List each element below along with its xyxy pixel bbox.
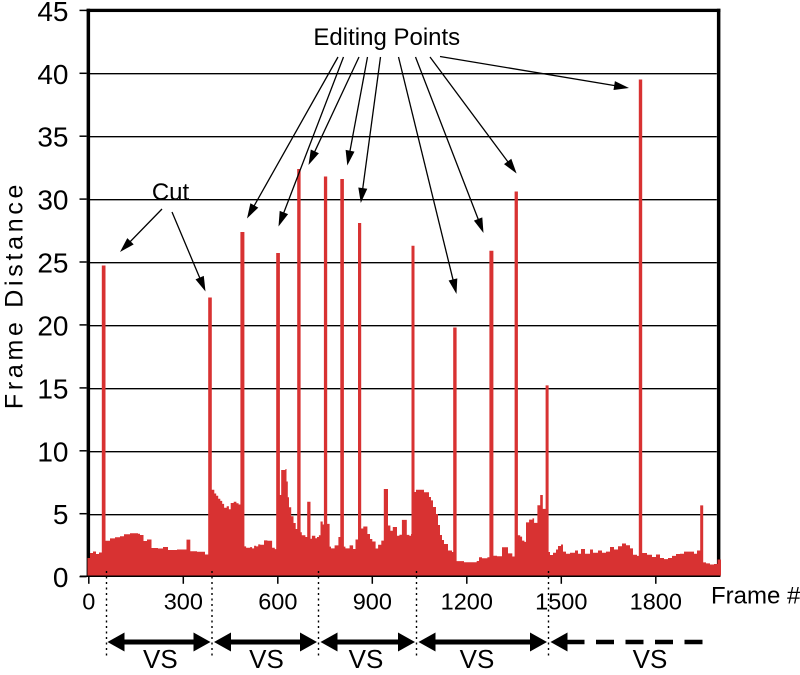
svg-text:0: 0: [82, 589, 95, 615]
svg-text:Frame #: Frame #: [711, 583, 800, 610]
svg-text:1200: 1200: [441, 589, 493, 615]
svg-text:1500: 1500: [535, 589, 587, 615]
svg-text:45: 45: [37, 0, 68, 27]
svg-text:25: 25: [37, 248, 68, 279]
svg-text:600: 600: [258, 589, 297, 615]
svg-text:VS: VS: [349, 644, 384, 670]
svg-text:5: 5: [53, 499, 69, 530]
svg-text:20: 20: [37, 310, 68, 341]
svg-text:15: 15: [37, 373, 68, 404]
svg-text:VS: VS: [143, 644, 178, 670]
svg-text:Cut: Cut: [152, 179, 190, 206]
svg-text:0: 0: [53, 562, 69, 593]
svg-text:10: 10: [37, 436, 68, 467]
svg-text:VS: VS: [249, 644, 284, 670]
svg-text:Frame Distance: Frame Distance: [0, 181, 28, 409]
svg-text:35: 35: [37, 122, 68, 153]
svg-text:30: 30: [37, 185, 68, 216]
svg-text:1800: 1800: [630, 589, 682, 615]
svg-text:Editing Points: Editing Points: [313, 24, 460, 51]
svg-text:VS: VS: [460, 644, 495, 670]
svg-text:300: 300: [164, 589, 203, 615]
svg-text:900: 900: [353, 589, 392, 615]
svg-text:VS: VS: [633, 644, 668, 670]
svg-text:40: 40: [37, 59, 68, 90]
